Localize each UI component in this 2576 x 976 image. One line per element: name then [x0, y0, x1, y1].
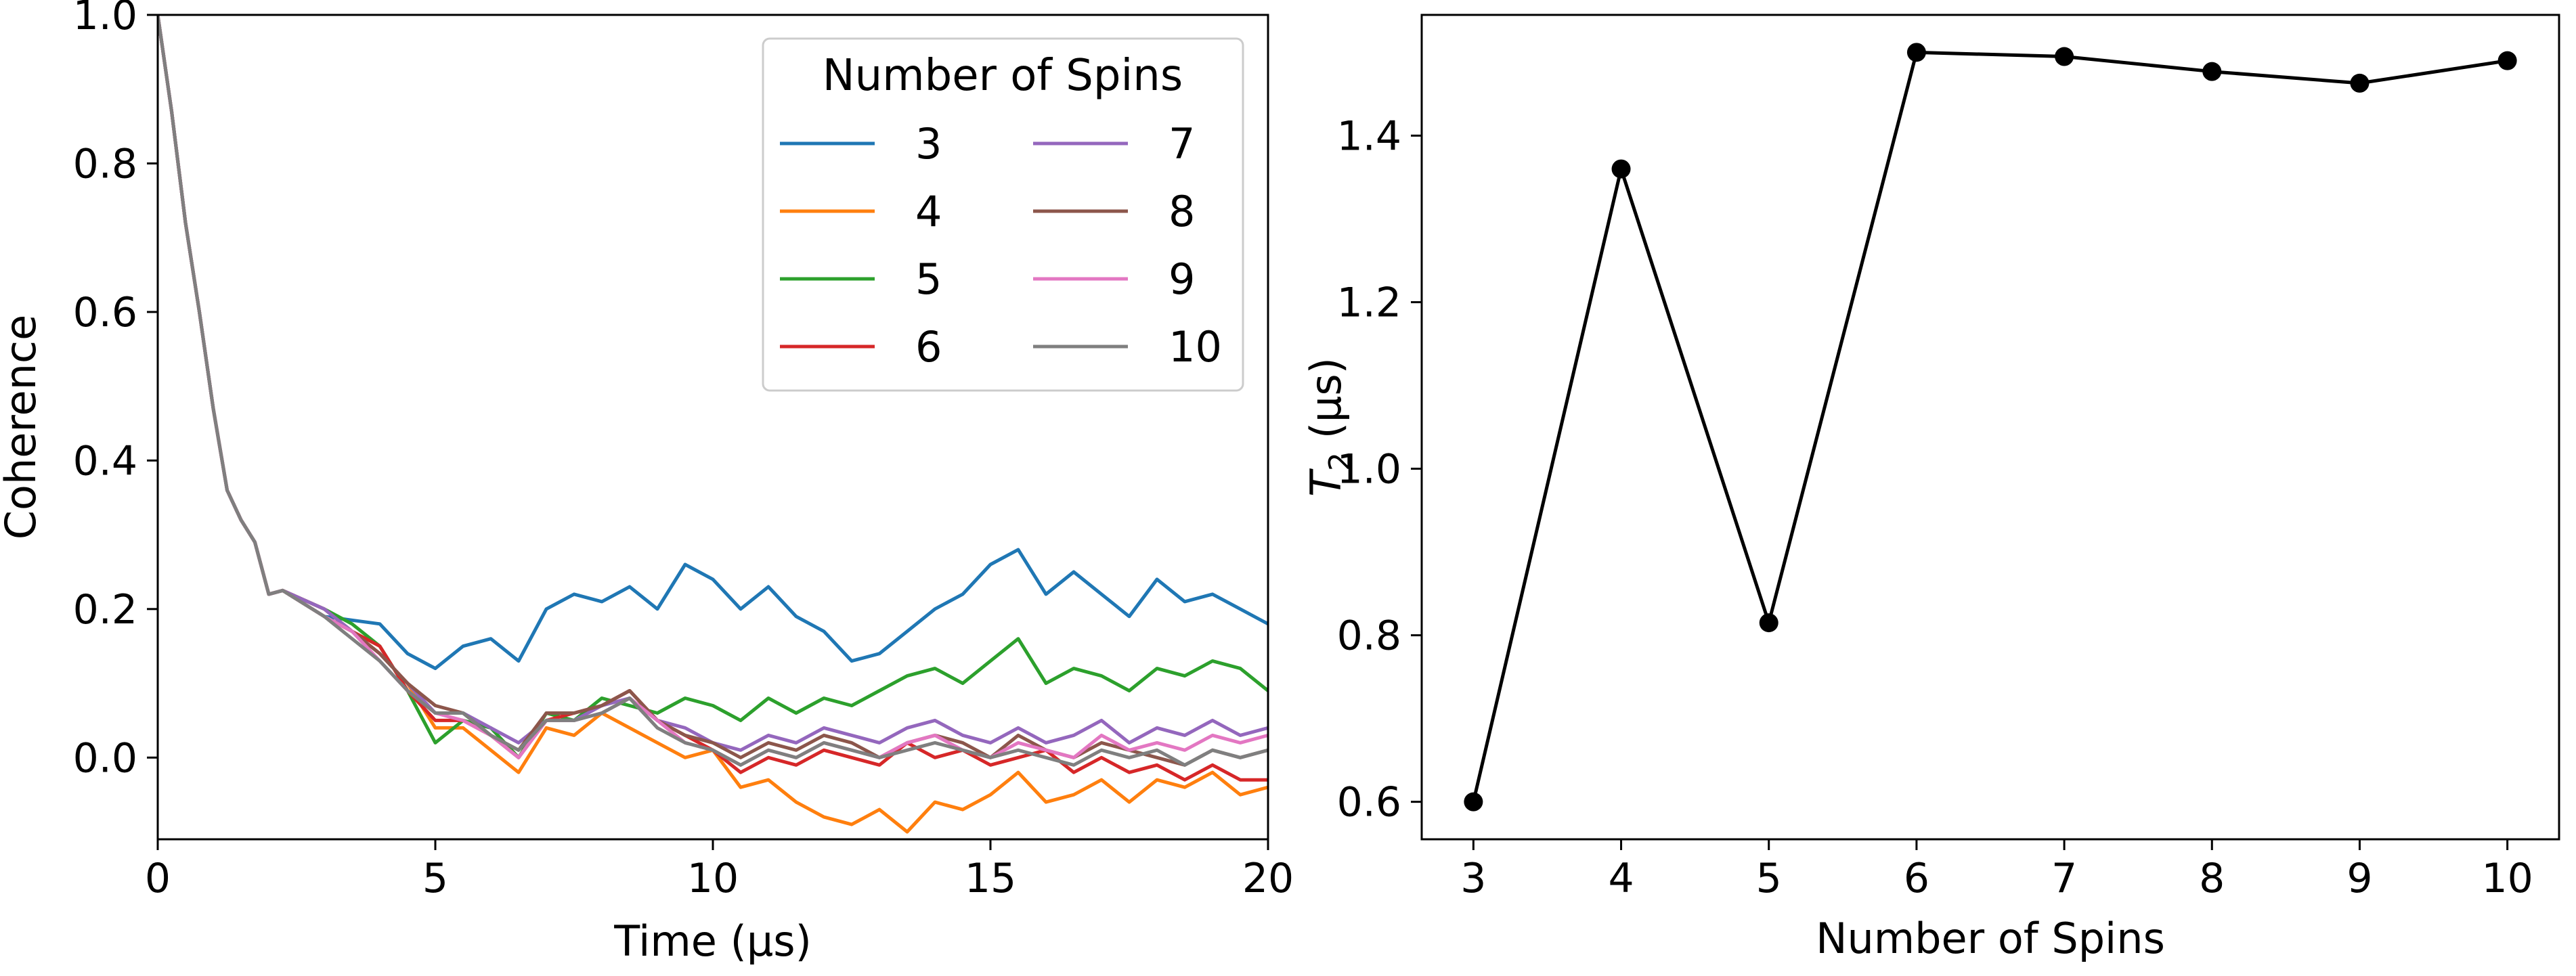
- t2-point: [1759, 613, 1778, 633]
- t2-y-axis-label: T2 (μs): [1301, 357, 1357, 497]
- x-tick-label: 5: [422, 855, 448, 902]
- x-tick-label: 10: [2481, 855, 2533, 902]
- y-tick-label: 0.8: [1337, 613, 1401, 660]
- series-line-10: [158, 15, 1268, 767]
- t2-point: [1906, 43, 1926, 62]
- legend-box: [762, 37, 1244, 392]
- y-tick-label: 0.6: [73, 289, 137, 336]
- t2-x-axis-label: Number of Spins: [1816, 914, 2165, 963]
- t2-point: [2497, 51, 2517, 70]
- x-tick-label: 6: [1904, 855, 1929, 902]
- t2-point: [2055, 47, 2074, 66]
- t2-x-ticks: 3 4 5 6 7 8 9 10: [1460, 839, 2533, 902]
- legend-label-10: 10: [1169, 322, 1222, 372]
- y-tick-label: 0.8: [73, 140, 137, 187]
- y-tick-label: 0.4: [73, 437, 137, 485]
- coherence-x-axis-label: Time (μs): [613, 916, 812, 966]
- t2-line: [1471, 50, 2508, 803]
- x-tick-label: 4: [1608, 855, 1634, 902]
- legend-label-9: 9: [1169, 254, 1195, 304]
- legend-label-7: 7: [1169, 119, 1195, 169]
- t2-chart: 3 4 5 6 7 8 9 10 0.6 0.8 1.0 1.2 1.4 Number of Spin…: [1301, 14, 2560, 963]
- y-tick-label: 1.4: [1337, 112, 1401, 160]
- coherence-y-ticks: 0.0 0.2 0.4 0.6 0.8 1.0: [73, 0, 158, 782]
- y-tick-label: 0.2: [73, 586, 137, 634]
- y-tick-label: 0.0: [73, 734, 137, 782]
- y-tick-label: 0.6: [1337, 779, 1401, 826]
- legend-items: 3 4 5 6 7 8 9 10: [780, 119, 1222, 372]
- x-tick-label: 9: [2346, 855, 2372, 902]
- x-tick-label: 10: [687, 855, 739, 902]
- t2-point: [2350, 73, 2370, 93]
- y-tick-label: 1.2: [1337, 279, 1401, 326]
- y-tick-label: 1.0: [73, 0, 137, 39]
- t2-series: [1464, 43, 2517, 812]
- t2-point: [1464, 792, 1483, 812]
- legend: Number of Spins 3 4 5 6 7 8 9 10: [762, 37, 1244, 392]
- legend-label-5: 5: [915, 254, 942, 304]
- t2-point: [1611, 159, 1631, 179]
- t2-plot-frame: [1420, 14, 2560, 841]
- legend-label-4: 4: [915, 187, 942, 236]
- legend-label-6: 6: [915, 322, 942, 372]
- x-tick-label: 15: [965, 855, 1016, 902]
- coherence-x-ticks: 0 5 10 15 20: [145, 839, 1294, 902]
- x-tick-label: 20: [1242, 855, 1294, 902]
- legend-label-8: 8: [1169, 187, 1195, 236]
- legend-label-3: 3: [915, 119, 942, 169]
- x-tick-label: 5: [1756, 855, 1782, 902]
- coherence-chart: 0 5 10 15 20 0.0 0.2 0.4 0.6 0.8 1.0 Time (μs) Co…: [0, 0, 1294, 966]
- x-tick-label: 3: [1460, 855, 1486, 902]
- x-tick-label: 0: [145, 855, 171, 902]
- x-tick-label: 8: [2199, 855, 2225, 902]
- t2-point: [2202, 62, 2222, 81]
- t2-y-ticks: 0.6 0.8 1.0 1.2 1.4: [1337, 112, 1422, 826]
- coherence-y-axis-label: Coherence: [0, 315, 45, 539]
- y-tick-label: 1.0: [1337, 446, 1401, 493]
- coherence-series-lines: [158, 15, 1268, 834]
- x-tick-label: 7: [2051, 855, 2077, 902]
- legend-title: Number of Spins: [823, 51, 1183, 101]
